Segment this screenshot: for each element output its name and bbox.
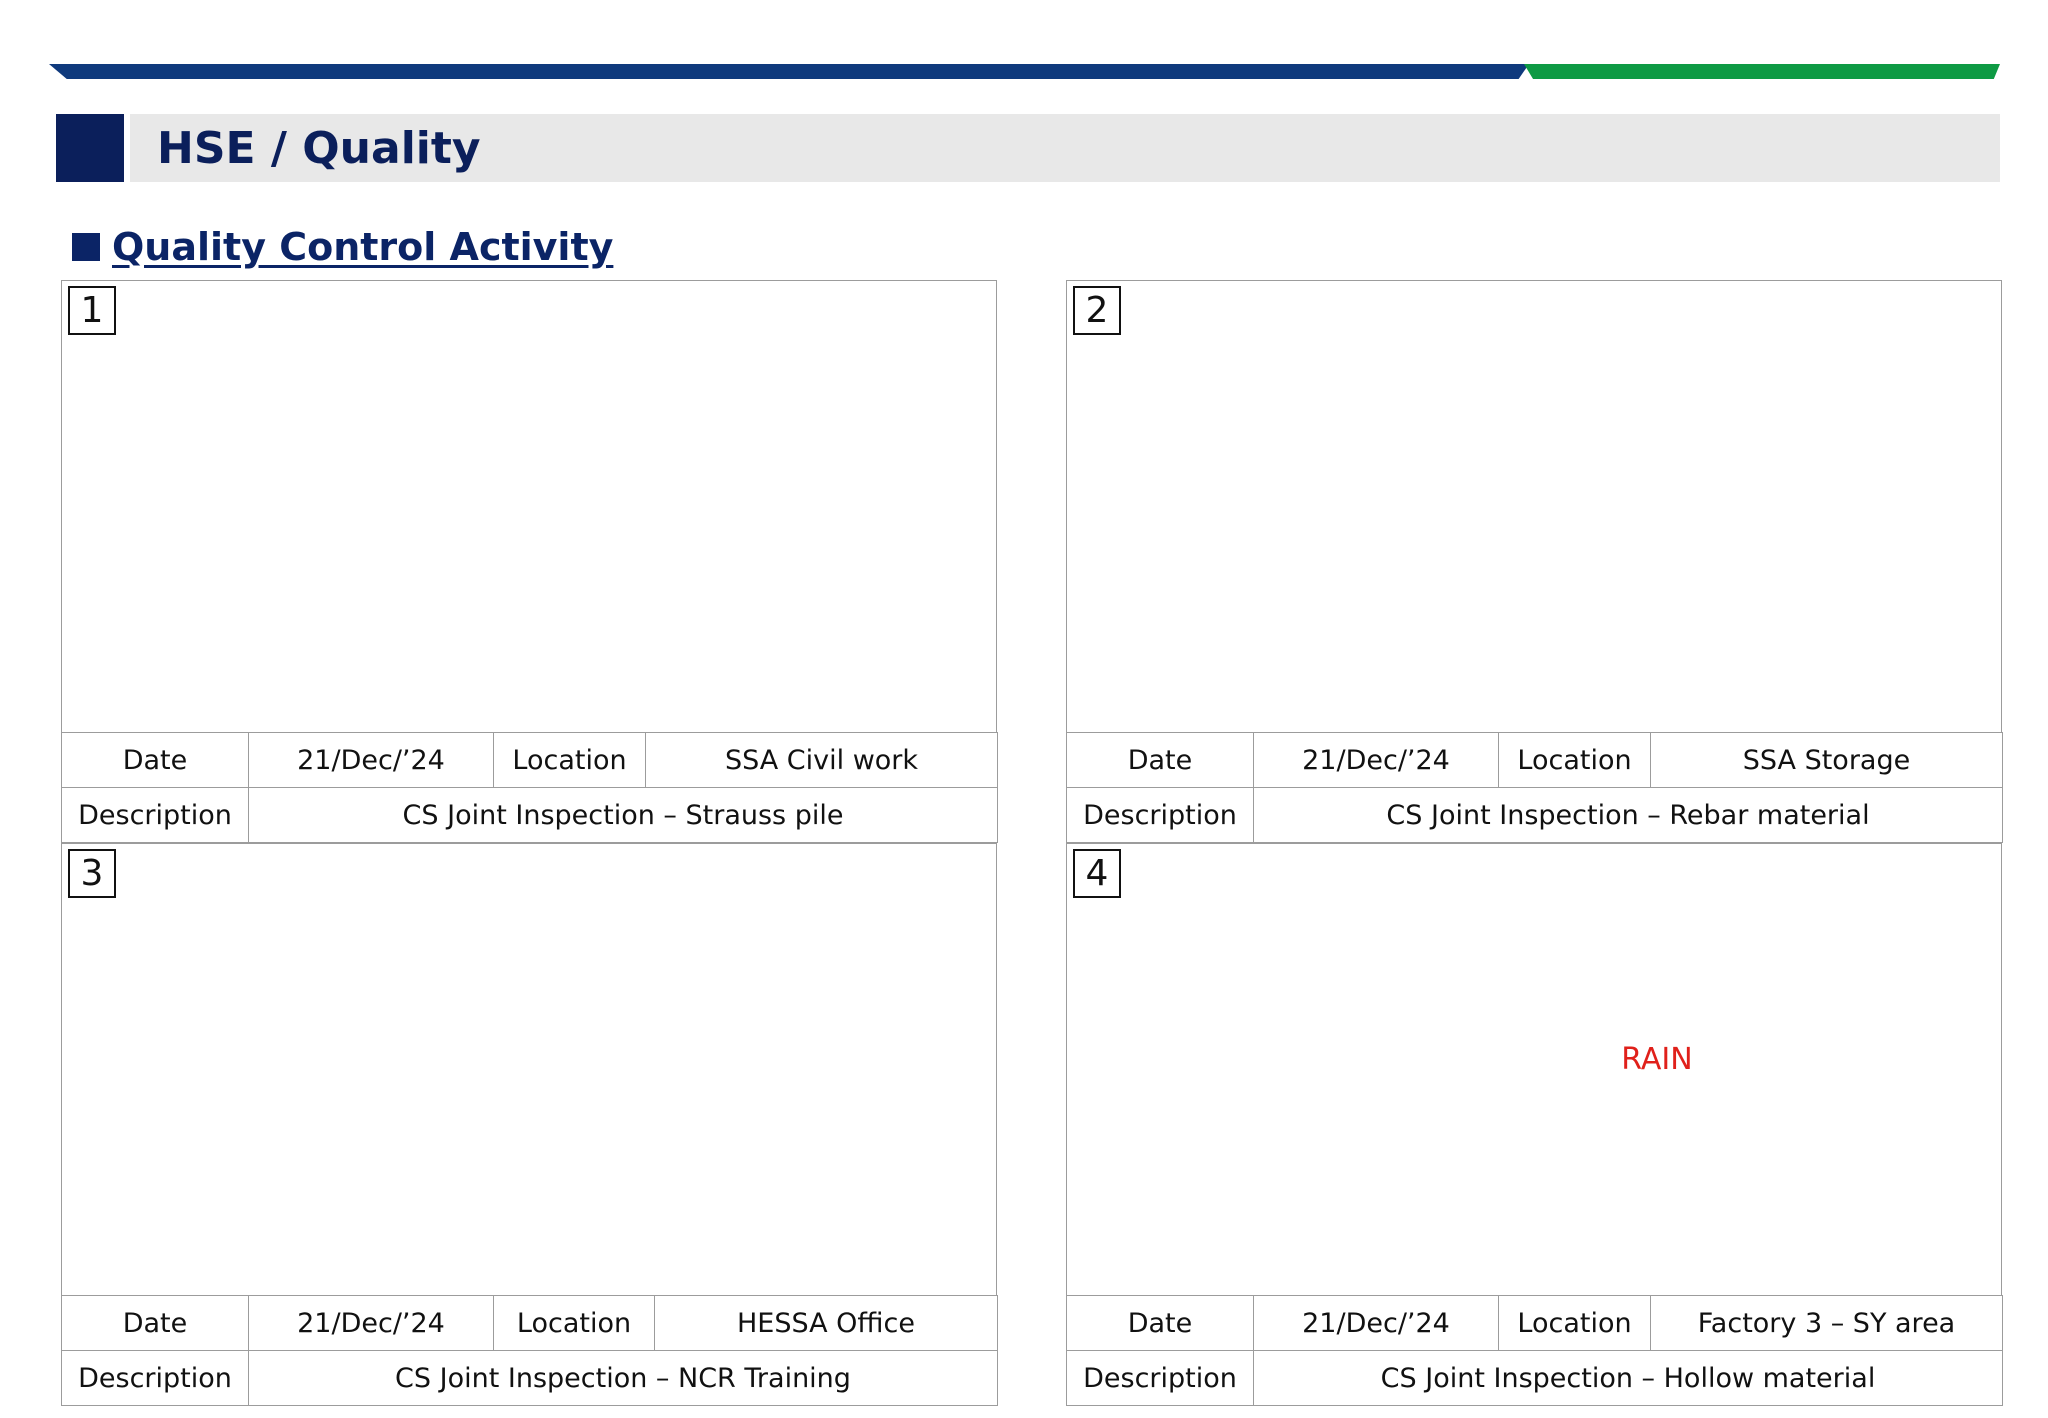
section-title: Quality Control Activity (112, 225, 614, 269)
rain-note: RAIN (1621, 1042, 1693, 1077)
header-blue-bar (49, 64, 1529, 79)
activity-panel-2: 2 Date 21/Dec/’24 Location SSA Storage D… (1066, 280, 2003, 843)
table-row: Description CS Joint Inspection – Straus… (61, 787, 998, 843)
date-value: 21/Dec/’24 (248, 732, 494, 788)
date-label: Date (61, 1295, 249, 1351)
table-row: Description CS Joint Inspection – Hollow… (1066, 1350, 2003, 1406)
description-label: Description (1066, 787, 1254, 843)
date-value: 21/Dec/’24 (248, 1295, 494, 1351)
info-table: Date 21/Dec/’24 Location SSA Storage Des… (1066, 732, 2003, 843)
description-label: Description (61, 787, 249, 843)
section-heading: Quality Control Activity (70, 222, 613, 272)
title-band: HSE / Quality (130, 114, 2000, 182)
activity-panel-4: 4 RAIN Date 21/Dec/’24 Location Factory … (1066, 843, 2003, 1406)
table-row: Date 21/Dec/’24 Location Factory 3 – SY … (1066, 1295, 2003, 1351)
location-value: SSA Storage (1650, 732, 2003, 788)
date-label: Date (1066, 1295, 1254, 1351)
description-value: CS Joint Inspection – Strauss pile (248, 787, 998, 843)
info-table: Date 21/Dec/’24 Location HESSA Office De… (61, 1295, 998, 1406)
description-value: CS Joint Inspection – Hollow material (1253, 1350, 2003, 1406)
description-value: CS Joint Inspection – NCR Training (248, 1350, 998, 1406)
location-label: Location (493, 1295, 655, 1351)
date-value: 21/Dec/’24 (1253, 1295, 1499, 1351)
description-label: Description (1066, 1350, 1254, 1406)
activity-panel-1: 1 Date 21/Dec/’24 Location SSA Civil wor… (61, 280, 998, 843)
table-row: Date 21/Dec/’24 Location HESSA Office (61, 1295, 998, 1351)
table-row: Date 21/Dec/’24 Location SSA Civil work (61, 732, 998, 788)
square-bullet-icon (72, 233, 100, 261)
location-value: SSA Civil work (645, 732, 998, 788)
date-value: 21/Dec/’24 (1253, 732, 1499, 788)
location-label: Location (493, 732, 646, 788)
activity-panel-3: 3 Date 21/Dec/’24 Location HESSA Office … (61, 843, 998, 1406)
panel-number-badge: 1 (68, 286, 116, 335)
date-label: Date (1066, 732, 1254, 788)
panel-number-badge: 2 (1073, 286, 1121, 335)
table-row: Description CS Joint Inspection – NCR Tr… (61, 1350, 998, 1406)
header-green-bar (1524, 64, 2000, 79)
description-label: Description (61, 1350, 249, 1406)
page-title: HSE / Quality (157, 122, 481, 174)
title-accent-square (56, 114, 124, 182)
photo-area: 1 (61, 280, 997, 733)
table-row: Date 21/Dec/’24 Location SSA Storage (1066, 732, 2003, 788)
panel-number-badge: 4 (1073, 849, 1121, 898)
photo-area: 3 (61, 843, 997, 1296)
location-value: HESSA Office (654, 1295, 998, 1351)
photo-area: 2 (1066, 280, 2002, 733)
info-table: Date 21/Dec/’24 Location Factory 3 – SY … (1066, 1295, 2003, 1406)
location-label: Location (1498, 1295, 1651, 1351)
location-label: Location (1498, 732, 1651, 788)
date-label: Date (61, 732, 249, 788)
info-table: Date 21/Dec/’24 Location SSA Civil work … (61, 732, 998, 843)
table-row: Description CS Joint Inspection – Rebar … (1066, 787, 2003, 843)
description-value: CS Joint Inspection – Rebar material (1253, 787, 2003, 843)
location-value: Factory 3 – SY area (1650, 1295, 2003, 1351)
panel-number-badge: 3 (68, 849, 116, 898)
photo-area: 4 RAIN (1066, 843, 2002, 1296)
